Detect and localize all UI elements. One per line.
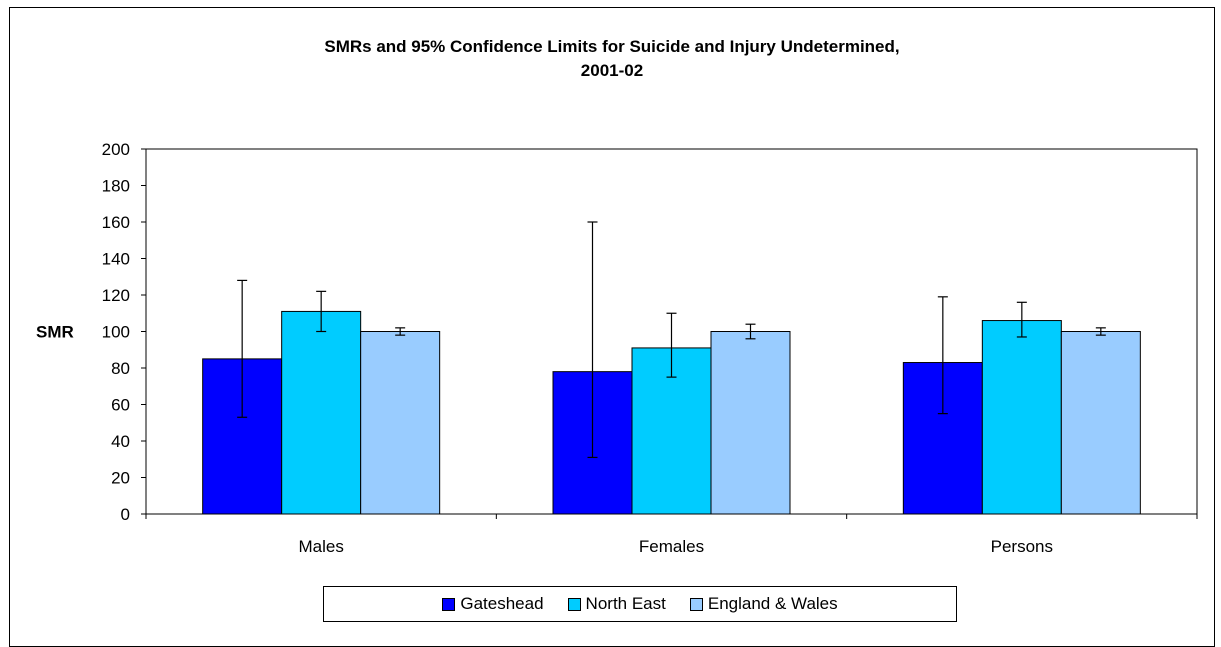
y-tick-label: 120 xyxy=(102,286,130,305)
y-tick-label: 200 xyxy=(102,140,130,159)
y-tick-label: 0 xyxy=(121,505,130,524)
legend-swatch xyxy=(442,597,456,611)
legend-item: England & Wales xyxy=(689,594,838,614)
axes: 0 20 40 60 80 100 120 140 160 180 200 Males Females P… xyxy=(102,140,1198,556)
error-bars xyxy=(237,221,1106,459)
legend-item: North East xyxy=(567,594,666,614)
bar xyxy=(981,320,1062,515)
bar xyxy=(360,331,441,515)
y-tick-label: 20 xyxy=(111,469,130,488)
bar xyxy=(710,331,791,515)
legend-item: Gateshead xyxy=(442,594,544,614)
y-tick-label: 40 xyxy=(111,432,130,451)
legend-label: North East xyxy=(585,594,666,613)
legend-swatch xyxy=(689,597,703,611)
y-tick-label: 100 xyxy=(102,323,130,342)
y-tick-label: 160 xyxy=(102,213,130,232)
legend-swatch xyxy=(567,597,581,611)
bar xyxy=(281,310,362,515)
x-tick-label: Males xyxy=(298,537,343,556)
chart-title-line1: SMRs and 95% Confidence Limits for Suici… xyxy=(324,37,900,56)
y-tick-label: 140 xyxy=(102,250,130,269)
legend-label: Gateshead xyxy=(460,594,544,613)
chart-svg: 0 20 40 60 80 100 120 140 160 180 200 Males Females P… xyxy=(36,140,1198,556)
bar xyxy=(1060,331,1141,515)
legend-label: England & Wales xyxy=(707,594,838,613)
y-tick-label: 60 xyxy=(111,396,130,415)
legend: Gateshead North East England & Wales xyxy=(323,586,957,622)
y-tick-label: 180 xyxy=(102,177,130,196)
x-tick-label: Females xyxy=(639,537,704,556)
x-tick-label: Persons xyxy=(991,537,1053,556)
y-tick-label: 80 xyxy=(111,359,130,378)
chart-title-line2: 2001-02 xyxy=(580,61,644,80)
chart-title: SMRs and 95% Confidence Limits for Suici… xyxy=(9,35,1215,83)
y-axis-label: SMR xyxy=(36,323,74,342)
